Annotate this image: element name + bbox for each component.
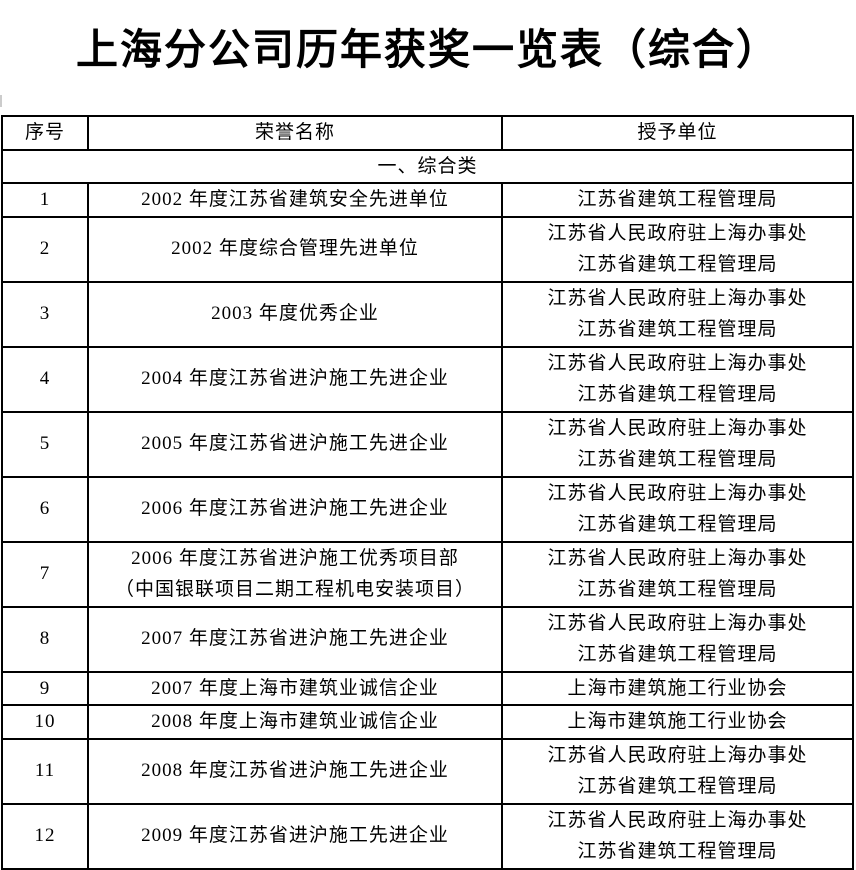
cell-org: 江苏省人民政府驻上海办事处 江苏省建筑工程管理局 [501, 345, 854, 413]
org-line: 江苏省建筑工程管理局 [577, 841, 778, 862]
org-line: 上海市建筑施工行业协会 [567, 677, 788, 699]
cell-no: 5 [1, 410, 89, 478]
org-line: 江苏省建筑工程管理局 [577, 644, 778, 665]
name-line: 2005 年度江苏省进沪施工先进企业 [141, 433, 449, 455]
table-row: 3 2003 年度优秀企业 江苏省人民政府驻上海办事处 江苏省建筑工程管理局 [1, 280, 854, 348]
cell-no: 10 [1, 704, 89, 740]
table-row: 4 2004 年度江苏省进沪施工先进企业 江苏省人民政府驻上海办事处 江苏省建筑工程管… [1, 345, 854, 413]
cell-org: 江苏省人民政府驻上海办事处 江苏省建筑工程管理局 [501, 802, 854, 870]
document-title: 上海分公司历年获奖一览表（综合） [75, 28, 780, 74]
name-line: 2006 年度江苏省进沪施工先进企业 [141, 498, 449, 520]
org-line: 江苏省人民政府驻上海办事处 [547, 809, 808, 831]
name-line: 2006 年度江苏省进沪施工优秀项目部 [131, 547, 459, 569]
cell-name: 2008 年度上海市建筑业诚信企业 [87, 704, 503, 740]
cell-name: 2005 年度江苏省进沪施工先进企业 [87, 410, 503, 478]
name-line: 2007 年度江苏省进沪施工先进企业 [141, 628, 449, 650]
section-label: 一、综合类 [1, 148, 854, 184]
name-line: 2007 年度上海市建筑业诚信企业 [151, 677, 439, 699]
header-name: 荣誉名称 [87, 115, 503, 151]
header-org: 授予单位 [501, 115, 854, 151]
table-row: 11 2008 年度江苏省进沪施工先进企业 江苏省人民政府驻上海办事处 江苏省建筑工程… [1, 737, 854, 805]
cell-no: 2 [1, 215, 89, 283]
cell-org: 江苏省人民政府驻上海办事处 江苏省建筑工程管理局 [501, 540, 854, 608]
org-line: 江苏省人民政府驻上海办事处 [547, 547, 808, 569]
table-row: 8 2007 年度江苏省进沪施工先进企业 江苏省人民政府驻上海办事处 江苏省建筑工程管… [1, 605, 854, 673]
name-line: 2009 年度江苏省进沪施工先进企业 [141, 825, 449, 847]
cell-name: 2006 年度江苏省进沪施工优秀项目部 （中国银联项目二期工程机电安装项目） [87, 540, 503, 608]
org-line: 江苏省建筑工程管理局 [577, 384, 778, 405]
org-line: 江苏省建筑工程管理局 [577, 189, 778, 210]
page-corner-mark [0, 95, 2, 107]
name-line: 2008 年度江苏省进沪施工先进企业 [141, 760, 449, 782]
cell-no: 11 [1, 737, 89, 805]
cell-no: 4 [1, 345, 89, 413]
cell-name: 2006 年度江苏省进沪施工先进企业 [87, 475, 503, 543]
org-line: 上海市建筑施工行业协会 [567, 711, 788, 732]
cell-name: 2007 年度上海市建筑业诚信企业 [87, 670, 503, 706]
cell-org: 江苏省人民政府驻上海办事处 江苏省建筑工程管理局 [501, 410, 854, 478]
cell-name: 2002 年度综合管理先进单位 [87, 215, 503, 283]
org-line: 江苏省建筑工程管理局 [577, 319, 778, 340]
header-no: 序号 [1, 115, 89, 151]
section-row: 一、综合类 [1, 148, 854, 184]
name-line: 2002 年度综合管理先进单位 [171, 238, 419, 260]
name-line: 2004 年度江苏省进沪施工先进企业 [141, 368, 449, 390]
cell-name: 2007 年度江苏省进沪施工先进企业 [87, 605, 503, 673]
org-line: 江苏省人民政府驻上海办事处 [547, 744, 808, 766]
cell-name: 2008 年度江苏省进沪施工先进企业 [87, 737, 503, 805]
cell-name: 2004 年度江苏省进沪施工先进企业 [87, 345, 503, 413]
name-line: 2002 年度江苏省建筑安全先进单位 [141, 189, 449, 210]
org-line: 江苏省人民政府驻上海办事处 [547, 287, 808, 309]
cell-org: 江苏省建筑工程管理局 [501, 182, 854, 218]
name-line: 2008 年度上海市建筑业诚信企业 [151, 711, 439, 732]
table-row: 6 2006 年度江苏省进沪施工先进企业 江苏省人民政府驻上海办事处 江苏省建筑工程管… [1, 475, 854, 543]
cell-name: 2009 年度江苏省进沪施工先进企业 [87, 802, 503, 870]
name-line: 2003 年度优秀企业 [211, 303, 379, 325]
org-line: 江苏省人民政府驻上海办事处 [547, 417, 808, 439]
cell-no: 1 [1, 182, 89, 218]
cell-no: 12 [1, 802, 89, 870]
table-row: 12 2009 年度江苏省进沪施工先进企业 江苏省人民政府驻上海办事处 江苏省建筑工程… [1, 802, 854, 870]
name-line: （中国银联项目二期工程机电安装项目） [114, 579, 475, 600]
table-row: 9 2007 年度上海市建筑业诚信企业 上海市建筑施工行业协会 [1, 670, 854, 706]
cell-no: 3 [1, 280, 89, 348]
org-line: 江苏省人民政府驻上海办事处 [547, 482, 808, 504]
cell-org: 江苏省人民政府驻上海办事处 江苏省建筑工程管理局 [501, 605, 854, 673]
org-line: 江苏省建筑工程管理局 [577, 776, 778, 797]
org-line: 江苏省建筑工程管理局 [577, 254, 778, 275]
cell-name: 2002 年度江苏省建筑安全先进单位 [87, 182, 503, 218]
cell-org: 江苏省人民政府驻上海办事处 江苏省建筑工程管理局 [501, 737, 854, 805]
table-row: 10 2008 年度上海市建筑业诚信企业 上海市建筑施工行业协会 [1, 704, 854, 740]
org-line: 江苏省建筑工程管理局 [577, 449, 778, 470]
org-line: 江苏省人民政府驻上海办事处 [547, 612, 808, 634]
org-line: 江苏省建筑工程管理局 [577, 579, 778, 600]
cell-org: 上海市建筑施工行业协会 [501, 670, 854, 706]
org-line: 江苏省人民政府驻上海办事处 [547, 352, 808, 374]
table-row: 2 2002 年度综合管理先进单位 江苏省人民政府驻上海办事处 江苏省建筑工程管理局 [1, 215, 854, 283]
cell-org: 江苏省人民政府驻上海办事处 江苏省建筑工程管理局 [501, 215, 854, 283]
header-row: 序号 荣誉名称 授予单位 [1, 115, 854, 151]
cell-no: 8 [1, 605, 89, 673]
table-row: 5 2005 年度江苏省进沪施工先进企业 江苏省人民政府驻上海办事处 江苏省建筑工程管… [1, 410, 854, 478]
table-row: 7 2006 年度江苏省进沪施工优秀项目部 （中国银联项目二期工程机电安装项目） 江苏… [1, 540, 854, 608]
cell-no: 9 [1, 670, 89, 706]
cell-org: 江苏省人民政府驻上海办事处 江苏省建筑工程管理局 [501, 475, 854, 543]
cell-org: 上海市建筑施工行业协会 [501, 704, 854, 740]
cell-org: 江苏省人民政府驻上海办事处 江苏省建筑工程管理局 [501, 280, 854, 348]
cell-name: 2003 年度优秀企业 [87, 280, 503, 348]
org-line: 江苏省人民政府驻上海办事处 [547, 222, 808, 244]
cell-no: 7 [1, 540, 89, 608]
org-line: 江苏省建筑工程管理局 [577, 514, 778, 535]
table-row: 1 2002 年度江苏省建筑安全先进单位 江苏省建筑工程管理局 [1, 182, 854, 218]
cell-no: 6 [1, 475, 89, 543]
awards-table: 序号 荣誉名称 授予单位 一、综合类 1 2002 年度江苏省建筑安全先进单位 江苏… [1, 115, 854, 870]
